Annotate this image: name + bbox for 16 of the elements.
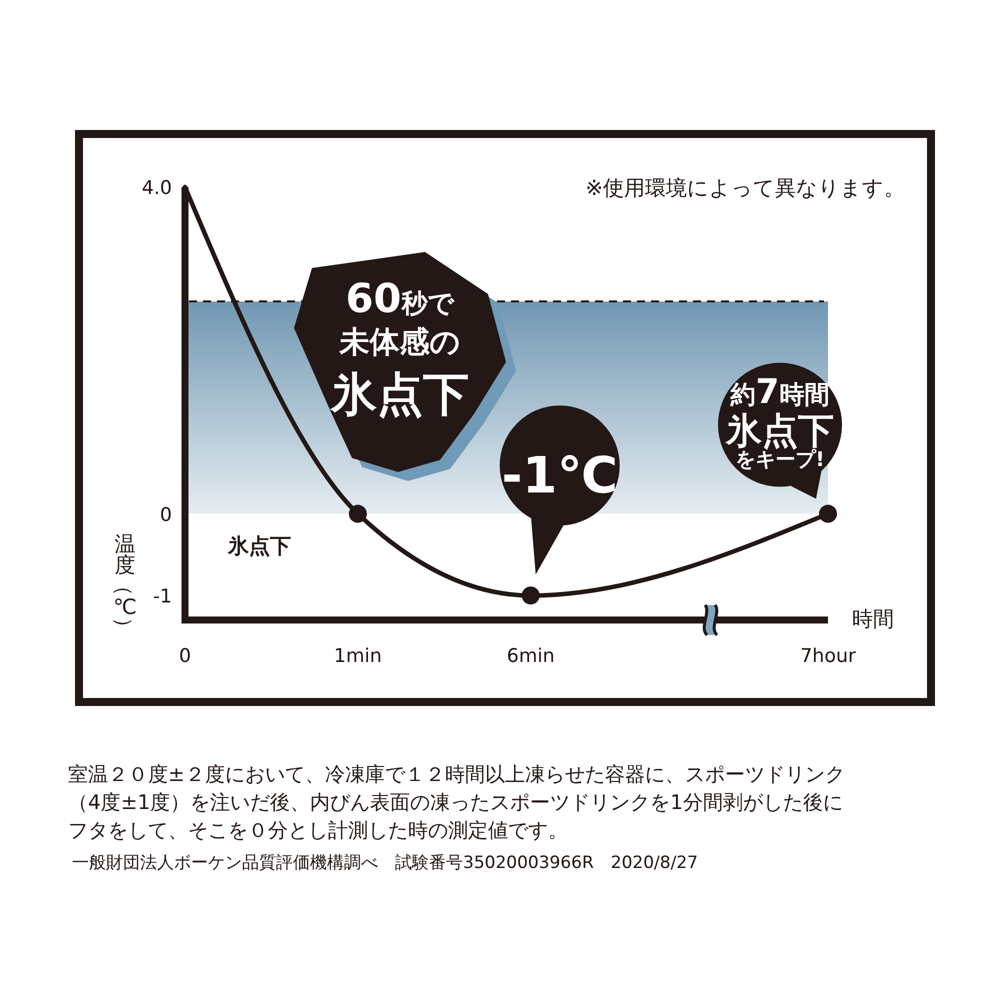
text: 一般財団法人ボーケン品質評価機構調べ 試験番号35020003966R 2020/8/27	[72, 853, 698, 873]
x-axis-title: 時間	[852, 607, 894, 631]
annotation: ※使用環境によって異なります。	[585, 176, 905, 200]
y-tick-label: 4.0	[142, 177, 172, 199]
y-tick-label: -1	[153, 585, 172, 608]
annotation: 氷点下	[227, 534, 291, 558]
x-tick-label: 6min	[506, 645, 555, 667]
annotation: -1℃	[502, 446, 618, 504]
x-tick-label: 7hour	[800, 645, 856, 667]
y-tick-label: 0	[160, 504, 172, 526]
x-tick-label: 0	[178, 645, 192, 667]
annotation: 60秒で未体感の氷点下	[329, 276, 469, 421]
annotation: 約7時間氷点下をキープ!	[725, 372, 834, 471]
text: 室温２０度±２度において、冷凍庫で１２時間以上凍らせた容器に、スポーツドリンク（4度±1度）を注いだ後、内びん表面の凍ったスポーツドリンクを1分間剥がした後にフタをして、そこを０分とし計測した時の測定値です。	[68, 762, 845, 842]
y-axis-title: 温度（℃）	[112, 532, 137, 638]
x-tick-label: 1min	[334, 645, 382, 667]
